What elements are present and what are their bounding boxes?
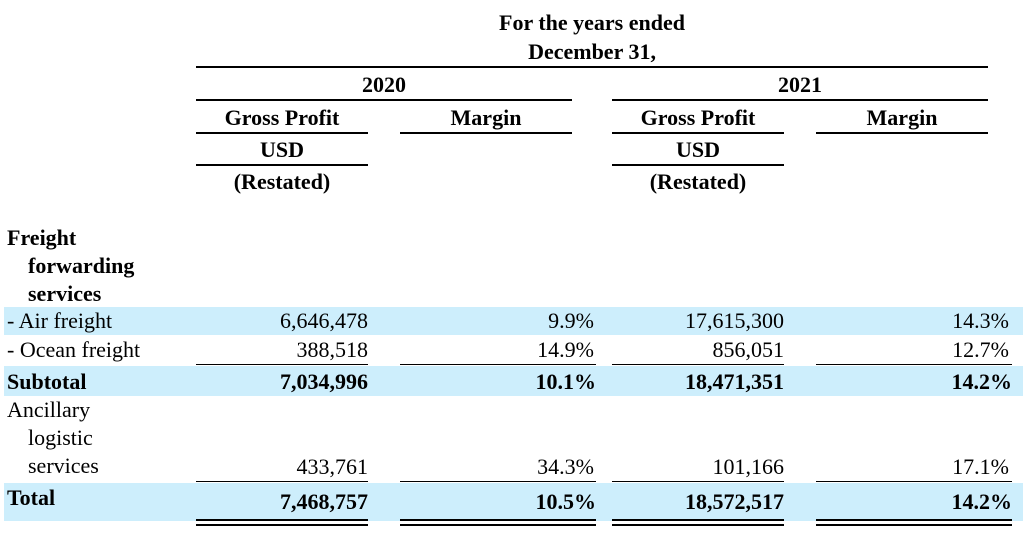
ocean-margin-2020: 14.9%: [537, 337, 594, 362]
air-margin-2020: 9.9%: [548, 308, 594, 333]
col-rule-margin-2021: [816, 132, 988, 134]
double-rule-margin-2020-b: [400, 524, 596, 526]
air-margin-2021: 14.3%: [952, 308, 1009, 333]
air-gp-2021: 17,615,300: [685, 308, 784, 333]
total-margin-2021-percent: %: [990, 489, 1012, 514]
subtotal-rule-gp-2020: [196, 364, 368, 365]
ancillary-label-1: Ancillary: [7, 397, 91, 422]
double-rule-gp-2020-a: [196, 519, 368, 521]
total-margin-2020-percent: %: [574, 489, 596, 514]
col-gross-profit-2021: Gross Profit: [640, 105, 756, 130]
double-rule-gp-2021-b: [612, 524, 784, 526]
usd-rule-2021: [612, 164, 784, 166]
restated-2021: (Restated): [649, 169, 747, 194]
ancillary-label-3: services: [28, 453, 99, 478]
ocean-gp-2020: 388,518: [296, 337, 369, 362]
ancillary-margin-2021: 17.1%: [952, 454, 1009, 479]
col-rule-gp-2021: [612, 132, 784, 134]
double-rule-margin-2021-b: [816, 524, 1012, 526]
row-band-total: [4, 483, 1023, 521]
total-margin-2020-value: 10.5: [535, 489, 575, 514]
subtotal-gp-2020: 7,034,996: [280, 369, 368, 394]
total-rule-margin-2020: [400, 481, 596, 482]
year-2021-rule: [612, 99, 988, 101]
freight-title-1: Freight: [7, 225, 77, 250]
col-rule-gp-2020: [196, 132, 368, 134]
subtotal-margin-2020: 10.1%: [535, 369, 597, 394]
double-rule-margin-2020-a: [400, 519, 596, 521]
ancillary-gp-2020: 433,761: [296, 454, 369, 479]
header-line-2: December 31,: [528, 39, 656, 64]
ocean-gp-2021: 856,051: [712, 337, 785, 362]
row-label-total: Total: [7, 485, 56, 510]
ancillary-label-2: logistic: [28, 425, 93, 450]
row-band-air-freight: [4, 307, 1023, 335]
col-margin-2020: Margin: [450, 105, 522, 130]
double-rule-gp-2021-a: [612, 519, 784, 521]
double-rule-margin-2021-a: [816, 519, 1012, 521]
col-rule-margin-2020: [400, 132, 572, 134]
restated-2020: (Restated): [233, 169, 331, 194]
total-rule-gp-2020: [196, 481, 368, 482]
header-rule-top: [196, 66, 988, 68]
col-gross-profit-2020: Gross Profit: [224, 105, 340, 130]
usd-2020: USD: [259, 137, 304, 162]
row-label-subtotal: Subtotal: [7, 369, 87, 394]
ancillary-margin-2020: 34.3%: [537, 454, 594, 479]
year-2020: 2020: [362, 72, 406, 97]
total-gp-2021: 18,572,517: [685, 489, 784, 514]
ancillary-gp-2021: 101,166: [712, 454, 785, 479]
ocean-margin-2021: 12.7%: [952, 337, 1009, 362]
double-rule-gp-2020-b: [196, 524, 368, 526]
year-2020-rule: [196, 99, 572, 101]
freight-title-3: services: [28, 281, 102, 306]
total-rule-margin-2021: [816, 481, 1012, 482]
usd-rule-2020: [196, 164, 368, 166]
subtotal-rule-gp-2021: [612, 364, 784, 365]
row-band-subtotal: [4, 366, 1023, 396]
row-label-ocean-freight: - Ocean freight: [7, 337, 141, 362]
total-rule-gp-2021: [612, 481, 784, 482]
total-margin-2020: 10.5%: [400, 489, 597, 515]
row-label-air-freight: - Air freight: [7, 308, 113, 333]
subtotal-margin-2021: 14.2%: [951, 369, 1013, 394]
col-margin-2021: Margin: [866, 105, 938, 130]
header-line-1: For the years ended: [499, 10, 685, 35]
usd-2021: USD: [675, 137, 720, 162]
total-margin-2021-value: 14.2: [951, 489, 991, 514]
subtotal-rule-margin-2020: [400, 364, 596, 365]
total-margin-2021: 14.2%: [816, 489, 1013, 515]
subtotal-rule-margin-2021: [816, 364, 1012, 365]
total-gp-2020: 7,468,757: [280, 489, 368, 514]
year-2021: 2021: [778, 72, 822, 97]
air-gp-2020: 6,646,478: [280, 308, 368, 333]
freight-title-2: forwarding: [28, 253, 135, 278]
subtotal-gp-2021: 18,471,351: [685, 369, 784, 394]
